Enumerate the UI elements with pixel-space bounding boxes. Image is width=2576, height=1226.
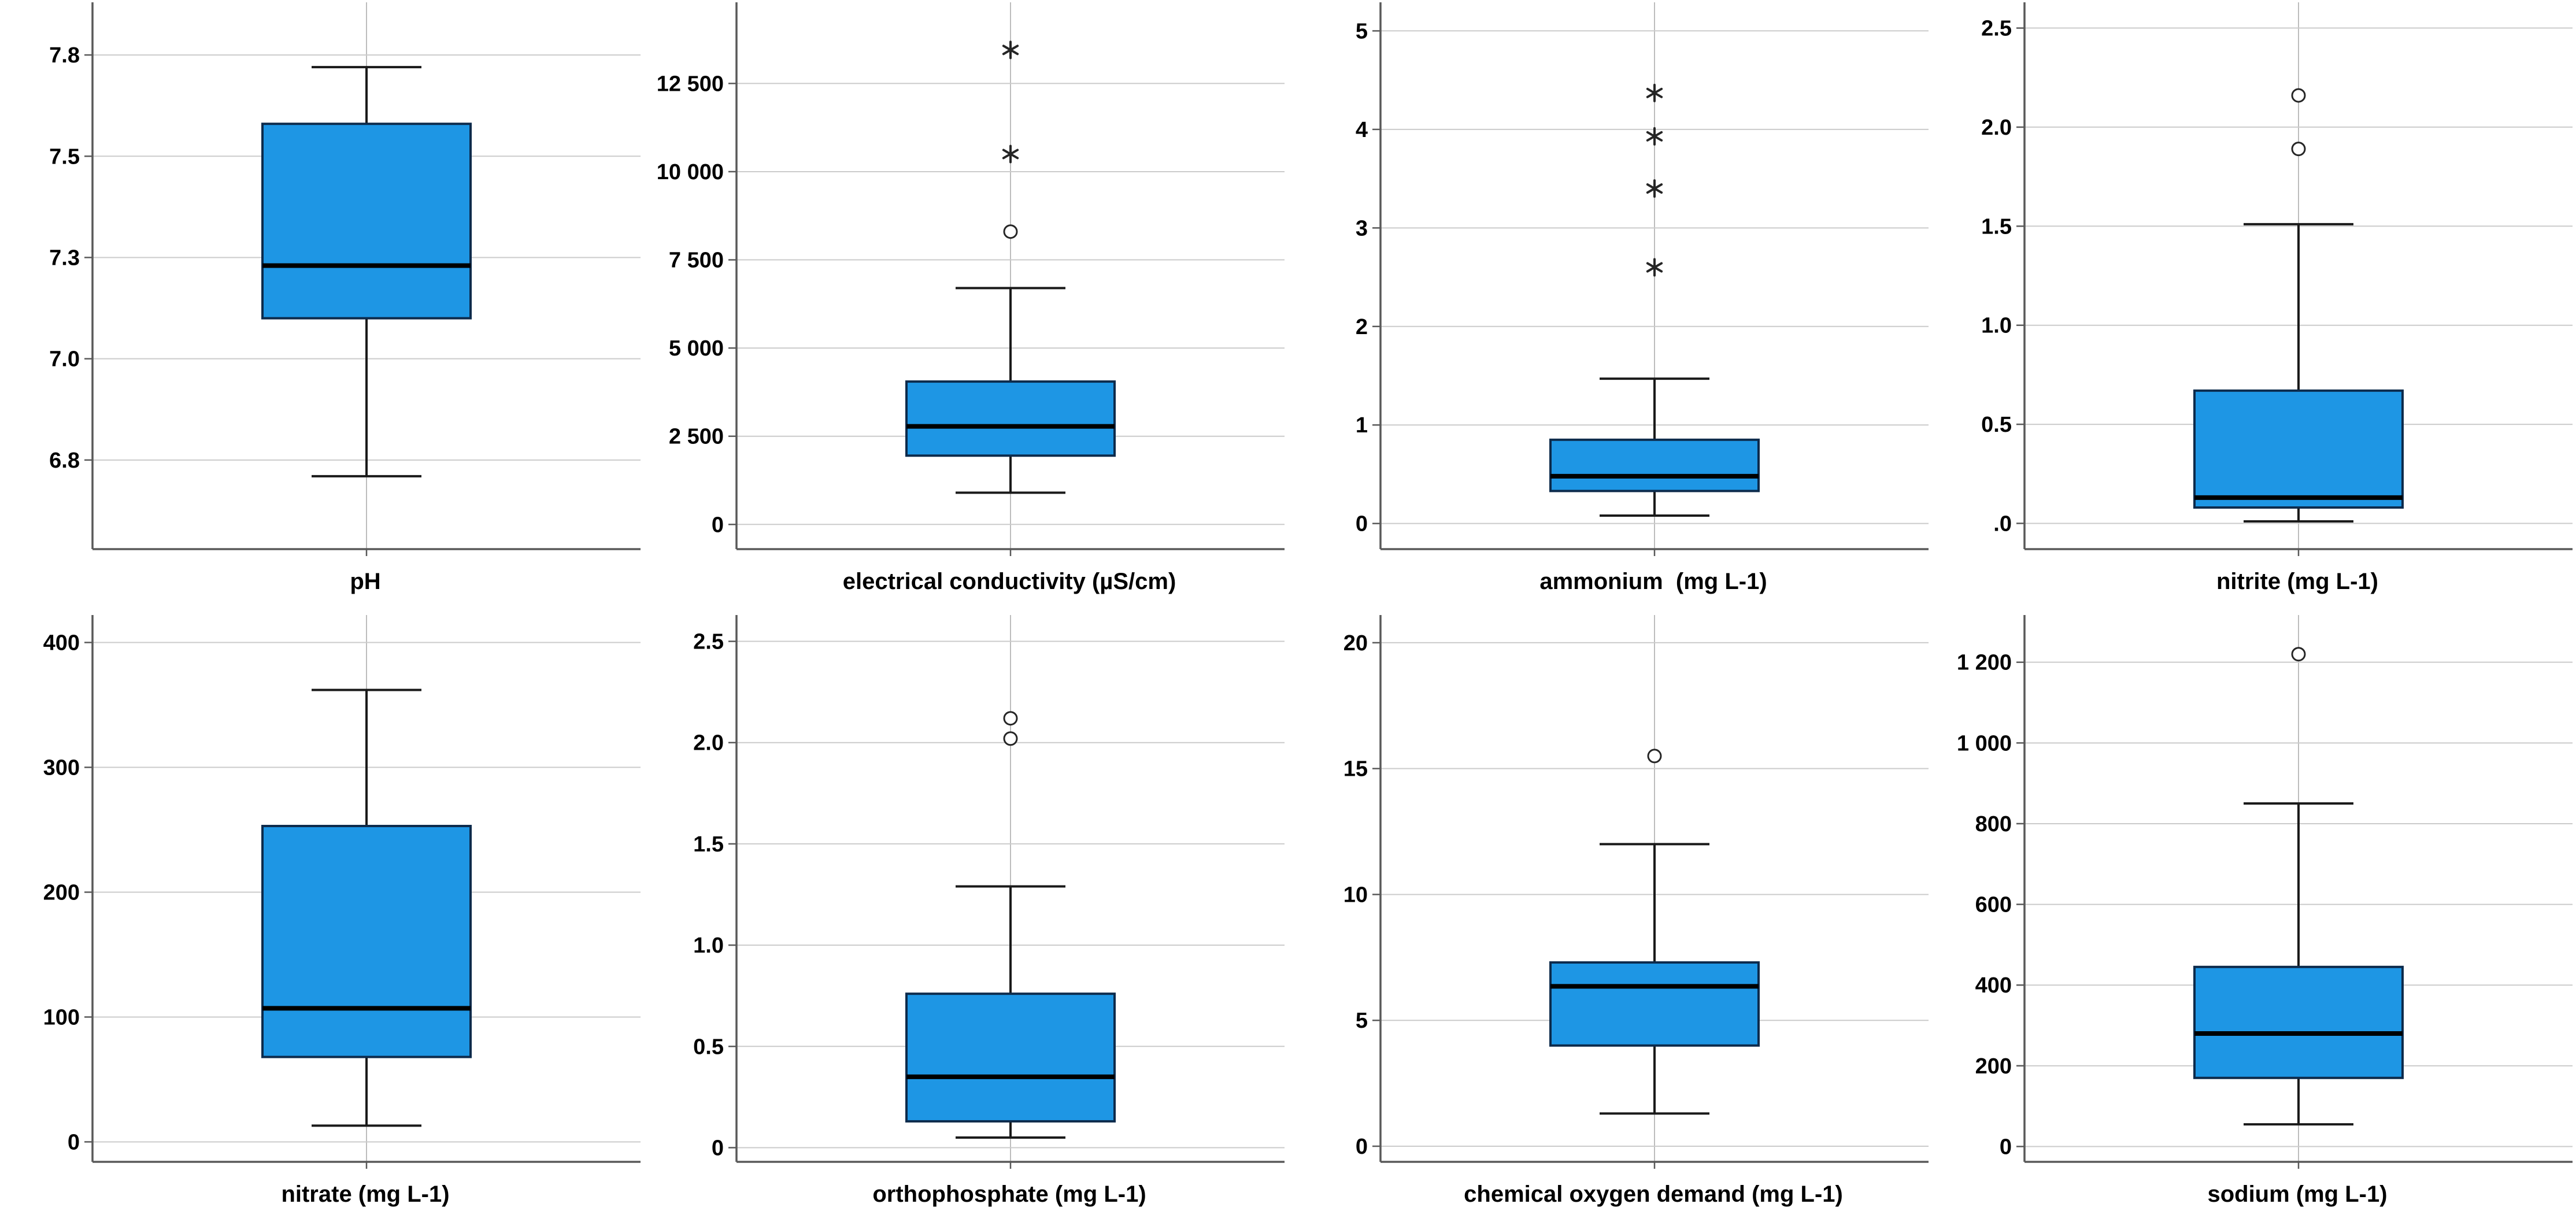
boxplot-panel-ammonium: 5 4 3 2 1 0 ammonium (mg L-1) [1288,0,1932,613]
boxplot-ph: 7.8 7.5 7.3 7.0 6.8 [49,2,641,556]
y-tick-label: 2.0 [693,731,724,755]
x-axis-label-ammonium: ammonium (mg L-1) [1539,569,1767,594]
iqr-box [261,123,472,320]
iqr-box [905,380,1116,457]
y-tick-label: 7 500 [669,249,724,273]
y-tick-label: 0 [68,1130,80,1154]
y-tick-label: 0 [1356,512,1368,536]
y-tick-label: 100 [43,1005,80,1029]
boxplot-panel-nitrite: 2.5 2.0 1.5 1.0 0.5 .0 nitrite (mg L-1) [1932,0,2576,613]
extreme-star-marker [1002,145,1019,164]
boxplot-panel-nitrate: 400 300 200 100 0 nitrate (mg L-1) [0,613,644,1225]
y-tick-label: 400 [43,631,80,655]
y-tick-label: 6.8 [49,449,80,473]
y-tick-label: 1.5 [693,832,724,857]
y-tick-label: 7.0 [49,347,80,372]
boxplot-panel-ph: 7.8 7.5 7.3 7.0 6.8 pH [0,0,644,613]
outlier-circle-marker [1003,711,1018,726]
y-tick-label: 300 [43,755,80,780]
boxplot-nitrate: 400 300 200 100 0 [43,615,641,1169]
y-tick-label: 1 200 [1957,651,2012,675]
iqr-box [1549,961,1760,1047]
x-axis-label-ec: electrical conductivity (µS/cm) [842,569,1176,594]
y-tick-label: 2 [1356,315,1368,339]
y-tick-label: 2.5 [1981,17,2012,41]
y-tick-label: 7.3 [49,246,80,270]
outlier-circle-marker [1003,224,1018,239]
y-tick-label: 600 [1975,893,2012,917]
iqr-box [2193,389,2404,509]
boxplot-ec: 12 500 10 000 7 500 5 000 2 500 0 [657,2,1285,556]
y-tick-label: 400 [1975,973,2012,998]
y-tick-label: 200 [1975,1054,2012,1079]
y-tick-label: 1 [1356,413,1368,438]
boxplot-panel-ec: 12 500 10 000 7 500 5 000 2 500 0 electrical … [644,0,1288,613]
y-tick-label: 2.5 [693,630,724,654]
y-tick-label: 7.8 [49,43,80,68]
y-tick-label: 1 000 [1957,731,2012,755]
iqr-box [2193,965,2404,1079]
y-tick-label: 0 [1356,1135,1368,1159]
outlier-circle-marker [1003,731,1018,746]
y-tick-label: 0 [2000,1135,2012,1159]
y-tick-label: 1.0 [693,934,724,958]
boxplot-ammonium: 5 4 3 2 1 0 [1356,2,1929,556]
boxplot-nitrite: 2.5 2.0 1.5 1.0 0.5 .0 [1981,2,2573,556]
x-axis-label-ph: pH [350,569,381,594]
x-axis-label-nitrite: nitrite (mg L-1) [2216,569,2378,594]
x-axis-label-sodium: sodium (mg L-1) [2207,1181,2388,1207]
y-tick-label: 5 [1356,19,1368,43]
extreme-star-marker [1646,127,1663,146]
y-tick-label: 1.0 [1981,314,2012,338]
y-tick-label: 12 500 [657,72,724,96]
boxplot-cod: 20 15 10 5 0 [1343,615,1929,1169]
iqr-box [905,992,1116,1123]
y-tick-label: 2.0 [1981,116,2012,140]
y-tick-label: 3 [1356,216,1368,240]
y-tick-label: 0 [712,1136,724,1160]
y-tick-label: 5 000 [669,336,724,361]
y-tick-label: 1.5 [1981,214,2012,239]
x-axis-label-cod: chemical oxygen demand (mg L-1) [1464,1181,1843,1207]
y-tick-label: 7.5 [49,145,80,169]
x-axis-label-nitrate: nitrate (mg L-1) [281,1181,450,1207]
y-tick-label: 5 [1356,1009,1368,1033]
y-tick-label: .0 [1993,512,2012,536]
extreme-star-marker [1646,179,1663,198]
y-tick-label: 10 000 [657,160,724,184]
outlier-circle-marker [2291,142,2306,157]
y-tick-label: 15 [1343,757,1368,781]
iqr-box [1549,438,1760,492]
y-tick-label: 4 [1356,118,1368,142]
boxplot-panel-sodium: 1 200 1 000 800 600 400 200 0 sodium (mg L-1) [1932,613,2576,1225]
boxplot-orthophosphate: 2.5 2.0 1.5 1.0 0.5 0 [693,615,1285,1169]
y-tick-label: 200 [43,880,80,905]
iqr-box [261,825,472,1058]
extreme-star-marker [1646,258,1663,277]
y-tick-label: 2 500 [669,425,724,449]
y-tick-label: 0 [712,513,724,537]
boxplot-sodium: 1 200 1 000 800 600 400 200 0 [1957,615,2573,1169]
outlier-circle-marker [1647,749,1662,764]
outlier-circle-marker [2291,647,2306,662]
y-tick-label: 800 [1975,812,2012,836]
y-tick-label: 10 [1343,883,1368,907]
extreme-star-marker [1002,40,1019,60]
y-tick-label: 0.5 [1981,413,2012,437]
extreme-star-marker [1646,83,1663,102]
y-tick-label: 0.5 [693,1035,724,1059]
x-axis-label-orthophosphate: orthophosphate (mg L-1) [872,1181,1146,1207]
boxplot-panel-cod: 20 15 10 5 0 chemical oxygen demand (mg L-1) [1288,613,1932,1225]
boxplot-panel-orthophosphate: 2.5 2.0 1.5 1.0 0.5 0 orthophosphate (mg L-1) [644,613,1288,1225]
y-tick-label: 20 [1343,631,1368,655]
outlier-circle-marker [2291,88,2306,103]
